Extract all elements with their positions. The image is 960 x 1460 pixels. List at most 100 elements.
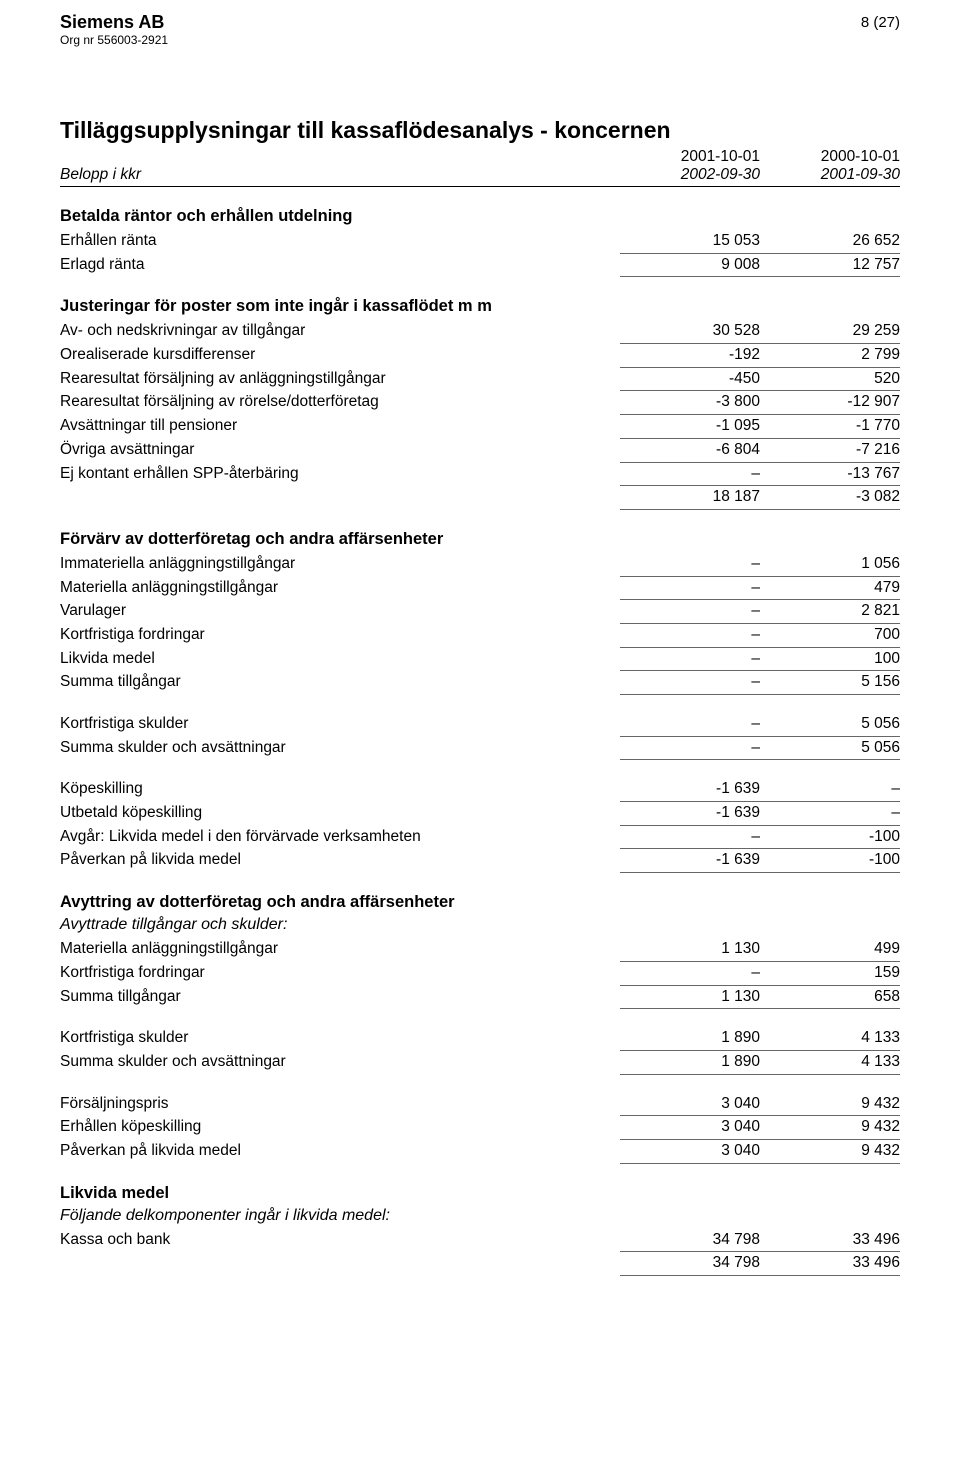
- cell: 30 528: [620, 320, 760, 344]
- table-row: Immateriella anläggningstillgångar–1 056: [60, 553, 900, 577]
- org-number: Org nr 556003-2921: [60, 33, 168, 47]
- table-row: 34 79833 496: [60, 1252, 900, 1276]
- row-label: Övriga avsättningar: [60, 439, 620, 463]
- cell: -1 639: [620, 849, 760, 873]
- cell: -450: [620, 368, 760, 392]
- section-head-interest: Betalda räntor och erhållen utdelning: [60, 207, 900, 226]
- cell: 1 890: [620, 1027, 760, 1051]
- cell: -13 767: [760, 463, 900, 487]
- cell: 9 432: [760, 1140, 900, 1164]
- section-subhead-divest: Avyttrade tillgångar och skulder:: [60, 916, 900, 934]
- cell: 3 040: [620, 1116, 760, 1140]
- cell: 9 432: [760, 1116, 900, 1140]
- page-header: Siemens AB Org nr 556003-2921 8 (27): [60, 12, 900, 47]
- cell: 4 133: [760, 1051, 900, 1075]
- table-row: Erlagd ränta 9 008 12 757: [60, 254, 900, 278]
- row-label: Avsättningar till pensioner: [60, 415, 620, 439]
- table-row: Försäljningspris3 0409 432: [60, 1093, 900, 1117]
- table-row: Kassa och bank34 79833 496: [60, 1229, 900, 1253]
- table-row: Summa tillgångar–5 156: [60, 671, 900, 695]
- table-row: Påverkan på likvida medel-1 639-100: [60, 849, 900, 873]
- cell: 2 799: [760, 344, 900, 368]
- table-row: Kortfristiga skulder–5 056: [60, 713, 900, 737]
- belopp-label: Belopp i kkr: [60, 166, 620, 184]
- cell: 658: [760, 986, 900, 1010]
- table-row: Köpeskilling-1 639–: [60, 778, 900, 802]
- cell: -1 639: [620, 778, 760, 802]
- section-head-divest: Avyttring av dotterföretag och andra aff…: [60, 893, 900, 912]
- cell: –: [620, 463, 760, 487]
- cell: 100: [760, 648, 900, 672]
- period-row-2: Belopp i kkr 2002-09-30 2001-09-30: [60, 166, 900, 187]
- table-row: Kortfristiga fordringar–700: [60, 624, 900, 648]
- cell: 479: [760, 577, 900, 601]
- period-1-end: 2002-09-30: [620, 166, 760, 184]
- table-row: Övriga avsättningar-6 804-7 216: [60, 439, 900, 463]
- table-row: Rearesultat försäljning av rörelse/dotte…: [60, 391, 900, 415]
- cell: 1 130: [620, 938, 760, 962]
- table-row: Avgår: Likvida medel i den förvärvade ve…: [60, 826, 900, 850]
- cell: –: [620, 553, 760, 577]
- row-label: Påverkan på likvida medel: [60, 1140, 620, 1164]
- row-label: Varulager: [60, 600, 620, 624]
- cell: 5 156: [760, 671, 900, 695]
- section-head-liquid: Likvida medel: [60, 1184, 900, 1203]
- section-head-acquire: Förvärv av dotterföretag och andra affär…: [60, 530, 900, 549]
- cell: 1 890: [620, 1051, 760, 1075]
- cell: –: [620, 962, 760, 986]
- cell: 26 652: [760, 230, 900, 254]
- row-label: Erhållen köpeskilling: [60, 1116, 620, 1140]
- table-row: Orealiserade kursdifferenser-1922 799: [60, 344, 900, 368]
- table-row: Materiella anläggningstillgångar1 130499: [60, 938, 900, 962]
- row-label: Rearesultat försäljning av rörelse/dotte…: [60, 391, 620, 415]
- period-2-start: 2000-10-01: [760, 148, 900, 166]
- cell: –: [620, 737, 760, 761]
- section-subhead-liquid: Följande delkomponenter ingår i likvida …: [60, 1207, 900, 1225]
- cell: –: [620, 624, 760, 648]
- cell: –: [620, 648, 760, 672]
- cell: 159: [760, 962, 900, 986]
- cell: –: [760, 778, 900, 802]
- table-row: Materiella anläggningstillgångar–479: [60, 577, 900, 601]
- table-row: Summa tillgångar1 130658: [60, 986, 900, 1010]
- cell: -100: [760, 826, 900, 850]
- cell: -7 216: [760, 439, 900, 463]
- cell: -1 770: [760, 415, 900, 439]
- table-row: Av- och nedskrivningar av tillgångar30 5…: [60, 320, 900, 344]
- cell: 5 056: [760, 737, 900, 761]
- cell: 3 040: [620, 1093, 760, 1117]
- row-label: Påverkan på likvida medel: [60, 849, 620, 873]
- cell: -192: [620, 344, 760, 368]
- table-row: Avsättningar till pensioner-1 095-1 770: [60, 415, 900, 439]
- row-label: Orealiserade kursdifferenser: [60, 344, 620, 368]
- cell: -3 800: [620, 391, 760, 415]
- table-row: Erhållen köpeskilling3 0409 432: [60, 1116, 900, 1140]
- company-name: Siemens AB: [60, 12, 168, 33]
- company-block: Siemens AB Org nr 556003-2921: [60, 12, 168, 47]
- cell: 3 040: [620, 1140, 760, 1164]
- table-row: Summa skulder och avsättningar1 8904 133: [60, 1051, 900, 1075]
- cell: 33 496: [760, 1229, 900, 1253]
- cell: –: [620, 600, 760, 624]
- cell: 1 130: [620, 986, 760, 1010]
- row-label: Ej kontant erhållen SPP-återbäring: [60, 463, 620, 487]
- row-label: Försäljningspris: [60, 1093, 620, 1117]
- cell: –: [620, 713, 760, 737]
- table-row: Påverkan på likvida medel3 0409 432: [60, 1140, 900, 1164]
- row-label: Kassa och bank: [60, 1229, 620, 1253]
- row-label: Materiella anläggningstillgångar: [60, 938, 620, 962]
- section-head-adjust: Justeringar för poster som inte ingår i …: [60, 297, 900, 316]
- table-row: Utbetald köpeskilling-1 639–: [60, 802, 900, 826]
- row-label: Materiella anläggningstillgångar: [60, 577, 620, 601]
- cell: 18 187: [620, 486, 760, 510]
- row-label: Utbetald köpeskilling: [60, 802, 620, 826]
- cell: 12 757: [760, 254, 900, 278]
- row-label: Av- och nedskrivningar av tillgångar: [60, 320, 620, 344]
- table-row: Erhållen ränta 15 053 26 652: [60, 230, 900, 254]
- cell: 9 008: [620, 254, 760, 278]
- row-label: Kortfristiga fordringar: [60, 962, 620, 986]
- table-row: 18 187-3 082: [60, 486, 900, 510]
- cell: 33 496: [760, 1252, 900, 1276]
- cell: -12 907: [760, 391, 900, 415]
- row-label: Kortfristiga skulder: [60, 713, 620, 737]
